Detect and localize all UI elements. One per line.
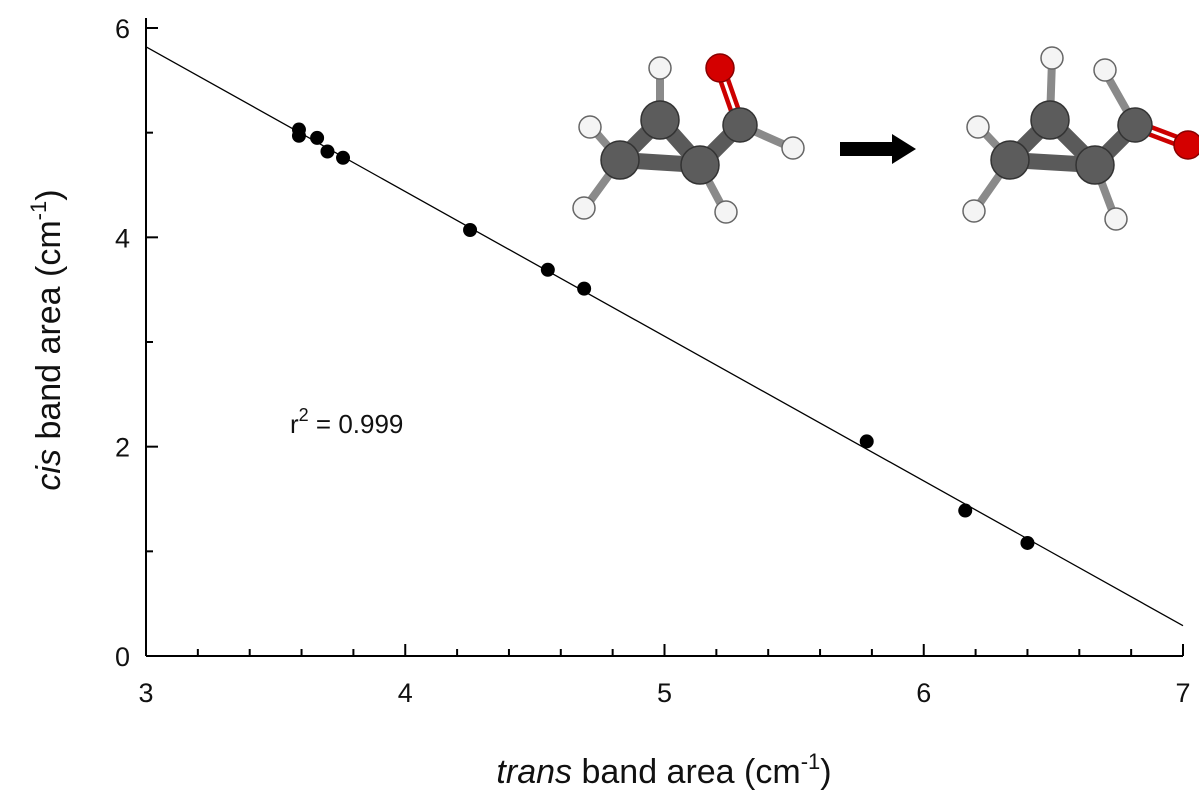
data-point (577, 282, 591, 296)
data-point (958, 504, 972, 518)
x-tick-label: 6 (916, 678, 931, 708)
data-point (310, 131, 324, 145)
data-point (463, 223, 477, 237)
reaction-arrow (840, 134, 916, 164)
y-tick-label: 2 (115, 433, 130, 463)
y-tick-label: 0 (115, 642, 130, 672)
x-tick-label: 4 (398, 678, 413, 708)
y-tick-label: 4 (115, 223, 130, 253)
x-tick-label: 3 (138, 678, 153, 708)
data-point (541, 263, 555, 277)
molecule-trans (963, 47, 1199, 230)
molecule-cis (573, 54, 804, 223)
annotation: r2 = 0.999 (290, 405, 403, 439)
x-tick-label: 7 (1175, 678, 1190, 708)
data-point (860, 434, 874, 448)
data-point (1020, 536, 1034, 550)
data-point (292, 129, 306, 143)
y-axis-label: cis band area (cm-1) (26, 189, 68, 490)
chart: trans band area (cm-1) cis band area (cm… (0, 0, 1199, 796)
data-point (336, 151, 350, 165)
x-tick-label: 5 (657, 678, 672, 708)
x-axis-label: trans band area (cm-1) (496, 749, 831, 791)
y-tick-label: 6 (115, 14, 130, 44)
data-point (320, 145, 334, 159)
